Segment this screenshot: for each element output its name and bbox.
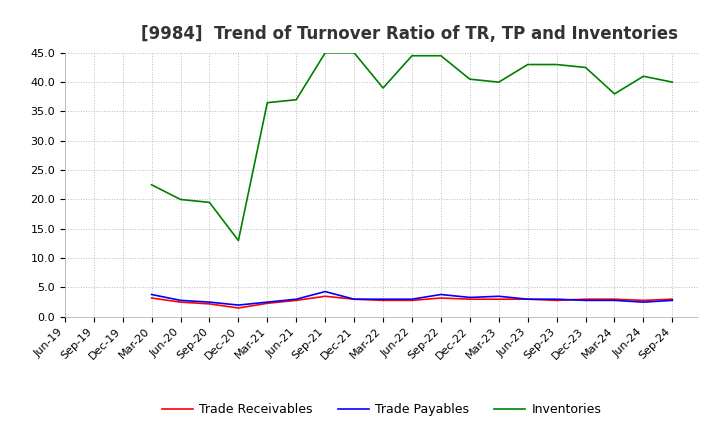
Inventories <box>523 62 532 67</box>
Trade Payables <box>639 300 648 305</box>
Trade Receivables <box>350 297 359 302</box>
Trade Payables <box>610 298 618 303</box>
Line: Trade Receivables: Trade Receivables <box>152 296 672 308</box>
Text: [9984]  Trend of Turnover Ratio of TR, TP and Inventories: [9984] Trend of Turnover Ratio of TR, TP… <box>141 25 678 43</box>
Line: Trade Payables: Trade Payables <box>152 292 672 305</box>
Trade Payables <box>234 302 243 308</box>
Trade Receivables <box>379 298 387 303</box>
Trade Receivables <box>523 297 532 302</box>
Trade Receivables <box>321 293 330 299</box>
Trade Payables <box>321 289 330 294</box>
Inventories <box>234 238 243 243</box>
Inventories <box>148 182 156 187</box>
Trade Payables <box>379 297 387 302</box>
Trade Payables <box>205 300 214 305</box>
Inventories <box>581 65 590 70</box>
Legend: Trade Receivables, Trade Payables, Inventories: Trade Receivables, Trade Payables, Inven… <box>157 399 606 422</box>
Trade Receivables <box>581 297 590 302</box>
Inventories <box>263 100 271 105</box>
Trade Payables <box>581 298 590 303</box>
Trade Payables <box>350 297 359 302</box>
Trade Receivables <box>610 297 618 302</box>
Trade Receivables <box>436 295 445 301</box>
Inventories <box>495 80 503 85</box>
Trade Receivables <box>292 298 300 303</box>
Trade Receivables <box>495 297 503 302</box>
Trade Payables <box>495 293 503 299</box>
Inventories <box>668 80 677 85</box>
Trade Receivables <box>176 300 185 305</box>
Inventories <box>379 85 387 91</box>
Inventories <box>205 200 214 205</box>
Trade Receivables <box>552 298 561 303</box>
Trade Payables <box>263 300 271 305</box>
Trade Payables <box>436 292 445 297</box>
Trade Receivables <box>639 298 648 303</box>
Trade Payables <box>523 297 532 302</box>
Trade Payables <box>148 292 156 297</box>
Trade Payables <box>552 297 561 302</box>
Trade Payables <box>466 295 474 300</box>
Trade Receivables <box>668 297 677 302</box>
Trade Receivables <box>234 305 243 311</box>
Inventories <box>176 197 185 202</box>
Inventories <box>408 53 416 59</box>
Trade Payables <box>408 297 416 302</box>
Trade Payables <box>176 298 185 303</box>
Trade Payables <box>668 298 677 303</box>
Inventories <box>466 77 474 82</box>
Inventories <box>350 50 359 55</box>
Inventories <box>292 97 300 103</box>
Inventories <box>321 50 330 55</box>
Inventories <box>436 53 445 59</box>
Line: Inventories: Inventories <box>152 53 672 241</box>
Trade Payables <box>292 297 300 302</box>
Trade Receivables <box>263 301 271 306</box>
Trade Receivables <box>205 301 214 307</box>
Trade Receivables <box>148 295 156 301</box>
Trade Receivables <box>466 297 474 302</box>
Trade Receivables <box>408 298 416 303</box>
Inventories <box>552 62 561 67</box>
Inventories <box>639 73 648 79</box>
Inventories <box>610 91 618 96</box>
